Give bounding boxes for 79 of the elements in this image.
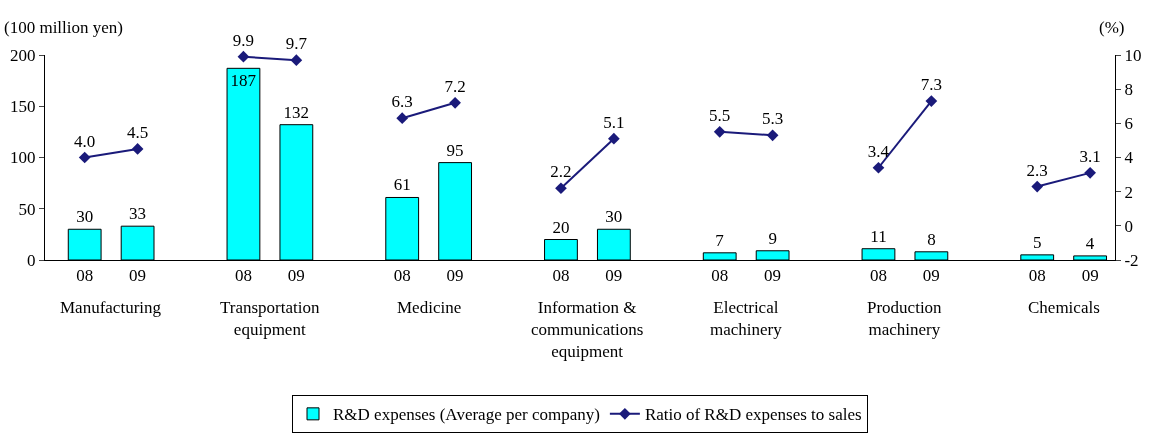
x-tick-label: 09 [922, 266, 940, 286]
data-label: 30 [76, 207, 94, 227]
data-label: 2.2 [550, 162, 572, 182]
x-tick-label: 08 [869, 266, 887, 286]
x-tick-label: 08 [552, 266, 570, 286]
data-label: 30 [605, 207, 623, 227]
data-label: 9 [768, 228, 777, 248]
y2-tick-label: 4 [1124, 148, 1134, 168]
y2-tick-label: -2 [1124, 250, 1139, 270]
y-tick-label: 200 [10, 45, 36, 65]
data-label: 7 [715, 230, 725, 250]
data-label: 5.3 [761, 109, 784, 129]
x-tick-label: 08 [1028, 266, 1046, 286]
legend-label: Ratio of R&D expenses to sales [644, 405, 862, 425]
point [925, 95, 938, 107]
data-label: 4.5 [126, 123, 149, 143]
x-tick-label: 09 [287, 266, 305, 286]
data-label: 4.0 [74, 131, 96, 151]
text: Production machinery [867, 298, 943, 340]
text: Transportation equipment [220, 298, 320, 340]
data-label: 33 [129, 204, 147, 224]
y2-tick-label: 8 [1124, 80, 1133, 100]
y2-tick-label: 2 [1124, 182, 1133, 202]
point [608, 132, 620, 145]
y-tick-label: 50 [18, 199, 36, 219]
text: Manufacturing [60, 298, 162, 317]
data-label: 2.3 [1026, 160, 1048, 180]
x-tick-label: 09 [129, 266, 147, 286]
data-label: 6.3 [391, 92, 413, 112]
data-label: 9.9 [232, 30, 255, 50]
data-label: 5.5 [709, 106, 731, 125]
point [396, 112, 409, 125]
y-tick-label: 150 [10, 97, 36, 117]
data-label: 4 [1085, 233, 1095, 253]
point [713, 126, 726, 138]
data-label: 132 [283, 102, 310, 122]
data-label: 95 [446, 140, 464, 160]
point [449, 96, 461, 109]
x-tick-label: 08 [76, 266, 94, 286]
x-tick-label: 09 [446, 266, 464, 286]
point [290, 54, 303, 66]
y2-tick-label: 10 [1124, 45, 1142, 65]
data-label: 5 [1032, 232, 1042, 252]
legend-label: R&D expenses (Average per company) [333, 405, 600, 425]
data-label: 20 [552, 217, 570, 237]
y2-tick-label: 6 [1124, 114, 1133, 134]
point [766, 129, 779, 142]
y2-axis-title: (%) [1099, 18, 1125, 37]
x-tick-label: 08 [234, 266, 252, 286]
x-tick-label: 09 [605, 266, 623, 286]
y2-tick-label: 0 [1124, 216, 1133, 236]
data-label: 9.7 [285, 34, 308, 54]
data-label: 11 [870, 226, 887, 246]
point [1031, 180, 1044, 193]
point [131, 143, 144, 155]
text: Information & communications equipment [531, 298, 644, 362]
point [78, 151, 91, 164]
x-tick-label: 09 [1081, 266, 1099, 286]
text: Chemicals [1028, 298, 1100, 317]
x-tick-label: 08 [393, 266, 411, 286]
point [555, 182, 567, 195]
point [1084, 167, 1096, 179]
x-tick-label: 08 [711, 266, 729, 286]
data-label: 8 [927, 229, 936, 249]
data-label: 187 [230, 71, 257, 91]
text: Electrical machinery [710, 298, 783, 340]
data-label: 3.4 [867, 141, 890, 161]
data-label: 7.2 [444, 76, 466, 96]
data-label: 7.3 [920, 75, 942, 95]
x-tick-label: 09 [764, 266, 782, 286]
point [237, 50, 250, 63]
y-tick-label: 100 [10, 148, 36, 168]
data-label: 5.1 [603, 112, 625, 132]
y-axis-title: (100 million yen) [4, 18, 123, 37]
text: Medicine [397, 298, 462, 317]
data-label: 3.1 [1079, 146, 1101, 166]
data-label: 61 [393, 175, 411, 195]
point [872, 161, 885, 174]
y-tick-label: 0 [27, 250, 36, 270]
